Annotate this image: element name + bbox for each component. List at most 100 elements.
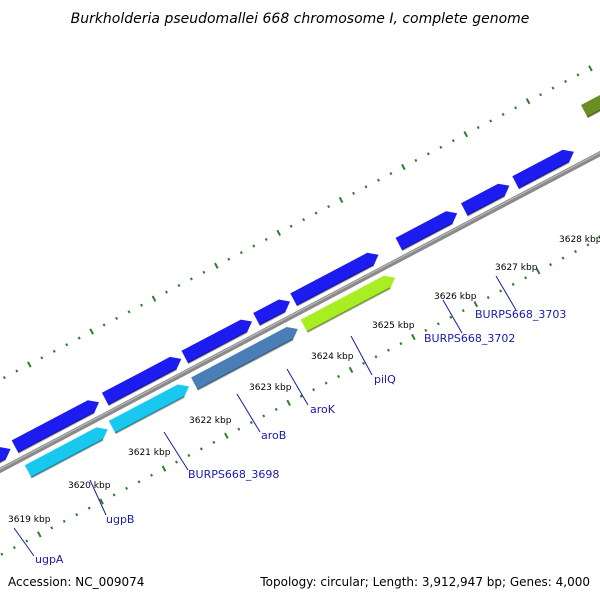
minor-tick <box>476 125 480 130</box>
minor-tick <box>140 303 143 307</box>
gene-arrow[interactable] <box>581 77 600 119</box>
minor-tick <box>489 119 493 123</box>
minor-tick <box>62 519 66 523</box>
minor-tick <box>324 381 328 385</box>
gene-label-ugpA[interactable]: ugpA <box>35 553 64 566</box>
gene-arrow[interactable] <box>395 211 458 252</box>
gene-arrow-body[interactable] <box>253 299 290 326</box>
minor-tick <box>174 460 178 464</box>
minor-tick <box>125 486 129 490</box>
minor-tick <box>65 343 69 347</box>
gene-arrow-pilQ-body[interactable] <box>300 275 396 332</box>
gene-arrow-body[interactable] <box>0 447 11 476</box>
gene-arrow-body[interactable] <box>101 356 182 406</box>
gene-arrow-body[interactable] <box>395 211 458 251</box>
minor-tick <box>539 93 543 97</box>
major-tick <box>338 196 344 204</box>
major-tick <box>99 498 104 505</box>
outer-tick-row <box>2 65 593 380</box>
minor-tick <box>499 289 503 293</box>
gene-arrow-body[interactable] <box>461 183 510 216</box>
gene-arrow-body[interactable] <box>581 77 600 118</box>
kbp-tick-label: 3621 kbp <box>128 448 171 458</box>
minor-tick <box>127 310 131 314</box>
minor-tick <box>87 506 91 510</box>
gene-arrow-body[interactable] <box>290 252 379 306</box>
minor-tick <box>52 349 56 353</box>
kbp-tick-label: 3625 kbp <box>372 321 415 331</box>
minor-tick <box>150 473 153 477</box>
minor-tick <box>564 79 567 84</box>
gene-leader-line <box>495 275 517 311</box>
gene-arrow[interactable] <box>11 400 100 454</box>
kbp-tick-label: 3627 kbp <box>495 263 538 273</box>
minor-tick <box>112 493 116 497</box>
minor-tick <box>314 211 318 215</box>
kbp-tick-label: 3619 kbp <box>8 515 51 525</box>
gene-arrow-aroB[interactable] <box>191 327 298 391</box>
minor-tick <box>237 427 241 431</box>
gene-label-burps668-3698[interactable]: BURPS668_3698 <box>188 468 279 481</box>
gene-arrow[interactable] <box>101 356 182 407</box>
gene-arrow-body[interactable] <box>11 400 100 453</box>
kbp-tick-label: 3626 kbp <box>434 292 477 302</box>
gene-arrow-edge <box>467 195 506 217</box>
gene-arrow-ugpB-body[interactable] <box>24 427 108 478</box>
major-tick <box>151 295 157 302</box>
kbp-tick-label: 3624 kbp <box>311 352 354 362</box>
gene-arrow-aroB-body[interactable] <box>191 327 298 390</box>
minor-tick <box>264 237 268 241</box>
gene-arrow[interactable] <box>181 319 253 365</box>
kbp-tick-label: 3620 kbp <box>68 481 111 491</box>
minor-tick <box>389 172 393 176</box>
gene-label-aroK[interactable]: aroK <box>310 403 336 416</box>
minor-tick <box>0 552 4 556</box>
major-tick <box>588 65 593 72</box>
minor-tick <box>15 369 19 373</box>
gene-arrow-edge <box>187 331 248 365</box>
gene-arrow[interactable] <box>0 447 11 476</box>
gene-leader-line <box>163 431 189 471</box>
minor-tick <box>449 315 453 319</box>
gene-arrow[interactable] <box>253 299 290 327</box>
major-tick <box>463 131 469 138</box>
gene-arrow[interactable] <box>461 183 510 217</box>
gene-arrow-pilQ[interactable] <box>300 275 396 333</box>
minor-tick <box>102 323 106 327</box>
gene-arrow-body[interactable] <box>181 319 253 364</box>
minor-tick <box>199 447 203 451</box>
gene-leader-line <box>89 479 107 516</box>
gene-arrow-edge <box>17 411 95 454</box>
minor-tick <box>576 73 580 77</box>
minor-tick <box>501 112 505 116</box>
gene-arrow-ugpB[interactable] <box>24 427 108 479</box>
minor-tick <box>137 480 141 484</box>
gene-arrow-burps668-3698-body[interactable] <box>108 384 189 434</box>
minor-tick <box>386 348 390 352</box>
major-tick <box>37 531 42 538</box>
kbp-tick-label: 3628 kbp <box>559 235 600 245</box>
gene-leader-line <box>236 393 261 433</box>
minor-tick <box>514 106 518 110</box>
gene-label-pilQ[interactable]: pilQ <box>374 373 396 386</box>
gene-arrow[interactable] <box>290 252 379 307</box>
major-tick <box>535 268 541 275</box>
gene-label-burps668-3702[interactable]: BURPS668_3702 <box>424 332 515 345</box>
gene-arrow[interactable] <box>512 149 574 190</box>
major-tick <box>214 262 219 269</box>
minor-tick <box>549 263 553 267</box>
minor-tick <box>202 270 206 274</box>
gene-arrow-burps668-3698[interactable] <box>108 384 189 435</box>
minor-tick <box>115 316 119 320</box>
inner-tick-row <box>0 235 600 556</box>
gene-label-ugpB[interactable]: ugpB <box>106 513 134 526</box>
gene-label-aroB[interactable]: aroB <box>261 429 286 442</box>
major-tick <box>411 333 416 341</box>
gene-arrow-body[interactable] <box>512 149 574 189</box>
minor-tick <box>227 257 231 261</box>
genome-info-text: Topology: circular; Length: 3,912,947 bp… <box>259 575 590 589</box>
minor-tick <box>189 277 193 281</box>
minor-tick <box>252 244 256 248</box>
gene-label-burps668-3703[interactable]: BURPS668_3703 <box>475 308 566 321</box>
